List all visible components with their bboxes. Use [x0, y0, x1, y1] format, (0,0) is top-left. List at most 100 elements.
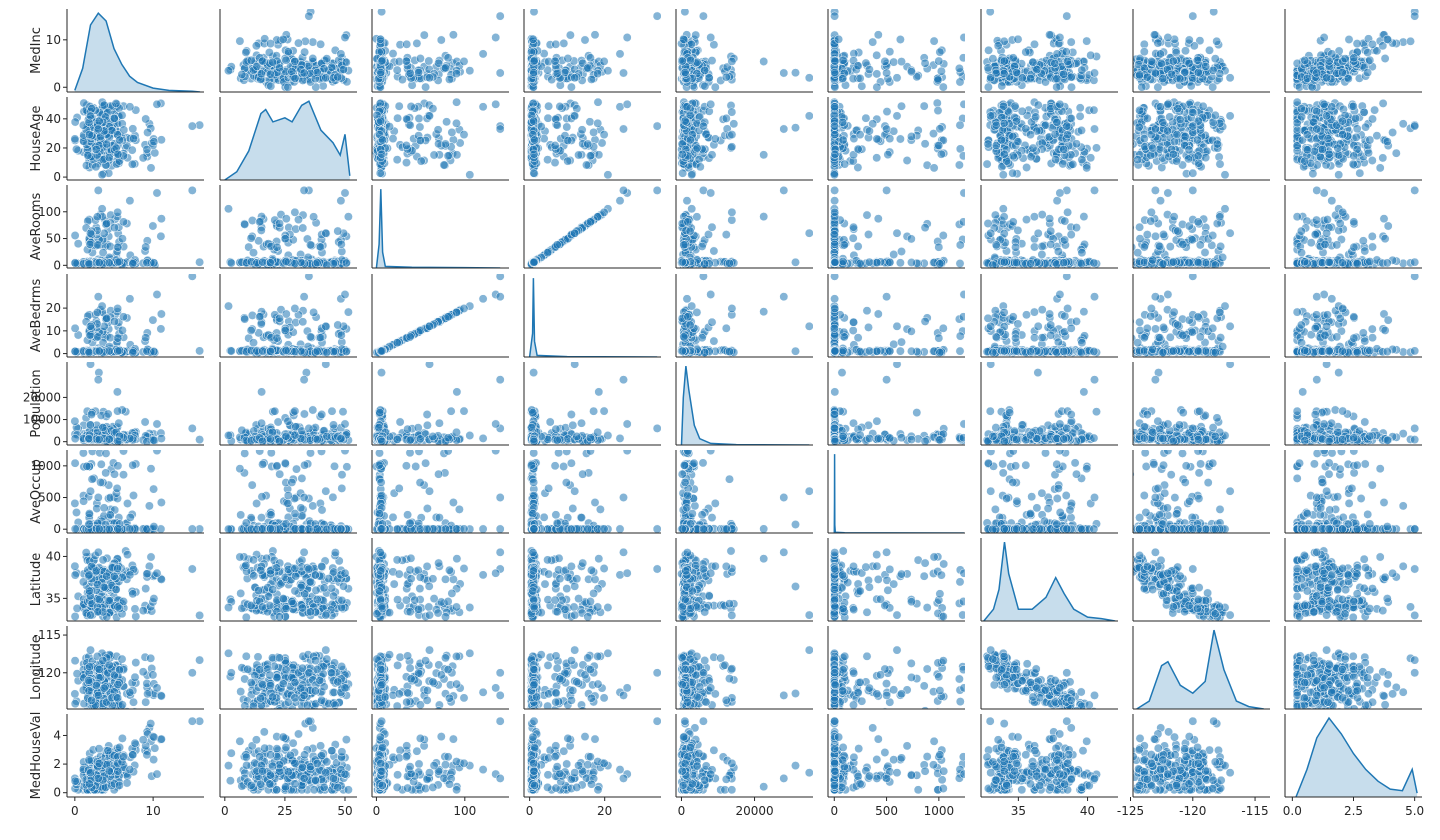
point — [885, 134, 895, 144]
point — [397, 75, 407, 85]
point — [1050, 58, 1060, 68]
point — [552, 120, 562, 130]
point — [589, 127, 599, 137]
point — [1162, 126, 1172, 136]
point — [679, 34, 689, 44]
point — [1302, 130, 1312, 140]
point — [1189, 41, 1199, 51]
point — [1302, 73, 1312, 83]
point — [563, 54, 573, 63]
point — [495, 11, 505, 21]
point — [275, 63, 284, 73]
point — [1030, 39, 1039, 49]
point — [266, 81, 276, 91]
cell-MedInc-vs-MedHouseVal — [1284, 9, 1422, 93]
point — [128, 124, 138, 134]
point — [376, 68, 386, 77]
point — [299, 185, 309, 195]
point — [991, 120, 1001, 130]
point — [729, 119, 739, 129]
cell-HouseAge-vs-Population — [675, 97, 813, 181]
point — [452, 69, 461, 79]
point — [1114, 160, 1122, 168]
point — [1067, 82, 1076, 92]
point — [1323, 134, 1333, 144]
point — [1205, 45, 1214, 55]
point — [125, 196, 135, 206]
point — [92, 212, 102, 222]
point — [1041, 120, 1050, 130]
point — [583, 63, 593, 73]
point — [872, 82, 882, 92]
point — [439, 160, 449, 170]
point — [603, 170, 613, 180]
point — [1184, 58, 1194, 68]
point — [1045, 30, 1055, 40]
point — [1146, 56, 1156, 66]
point — [834, 34, 844, 44]
point — [424, 56, 434, 66]
point — [406, 102, 416, 111]
point — [1322, 73, 1332, 83]
y-tick-label: 0 — [53, 170, 61, 184]
cell-HouseAge-vs-MedHouseVal — [1284, 97, 1422, 181]
point — [416, 156, 426, 166]
point — [1344, 35, 1354, 44]
point — [1059, 144, 1069, 154]
point — [246, 233, 256, 243]
point — [1312, 124, 1322, 134]
point — [321, 228, 331, 238]
cell-HouseAge-vs-Longitude — [1114, 97, 1270, 181]
point — [1052, 74, 1062, 84]
cell-HouseAge-vs-AveRooms — [371, 97, 509, 181]
point — [445, 74, 454, 84]
point — [536, 122, 546, 132]
point — [958, 151, 965, 161]
point — [935, 47, 945, 57]
point — [378, 135, 387, 145]
point — [1292, 118, 1302, 128]
point — [1193, 68, 1203, 77]
cell-MedInc-vs-MedInc: 010 — [46, 9, 204, 94]
point — [680, 68, 690, 77]
point — [959, 33, 965, 42]
point — [1139, 47, 1149, 57]
point — [376, 116, 386, 126]
cell-HouseAge-vs-Latitude — [980, 97, 1118, 181]
point — [583, 139, 593, 149]
point — [934, 56, 944, 66]
point — [932, 98, 942, 108]
point — [1031, 112, 1041, 122]
point — [907, 67, 916, 77]
point — [1195, 36, 1205, 46]
point — [1008, 53, 1018, 63]
point — [1114, 48, 1122, 56]
point — [442, 117, 452, 127]
point — [1163, 33, 1173, 42]
point — [1062, 11, 1072, 21]
point — [1364, 148, 1373, 158]
point — [1055, 99, 1065, 109]
point — [759, 57, 769, 66]
point — [1077, 125, 1086, 135]
point — [1077, 65, 1087, 75]
point — [830, 68, 840, 77]
point — [266, 39, 275, 49]
point — [1327, 102, 1337, 112]
point — [861, 113, 871, 123]
point — [465, 170, 475, 180]
point — [308, 54, 318, 63]
point — [447, 127, 457, 137]
point — [283, 47, 293, 57]
point — [1156, 58, 1166, 68]
point — [1135, 70, 1145, 80]
cell-MedInc-vs-AveOccup — [827, 9, 965, 93]
point — [127, 159, 137, 169]
point — [237, 70, 247, 79]
point — [585, 151, 595, 161]
point — [1068, 159, 1078, 169]
point — [804, 73, 813, 83]
point — [1352, 39, 1362, 49]
